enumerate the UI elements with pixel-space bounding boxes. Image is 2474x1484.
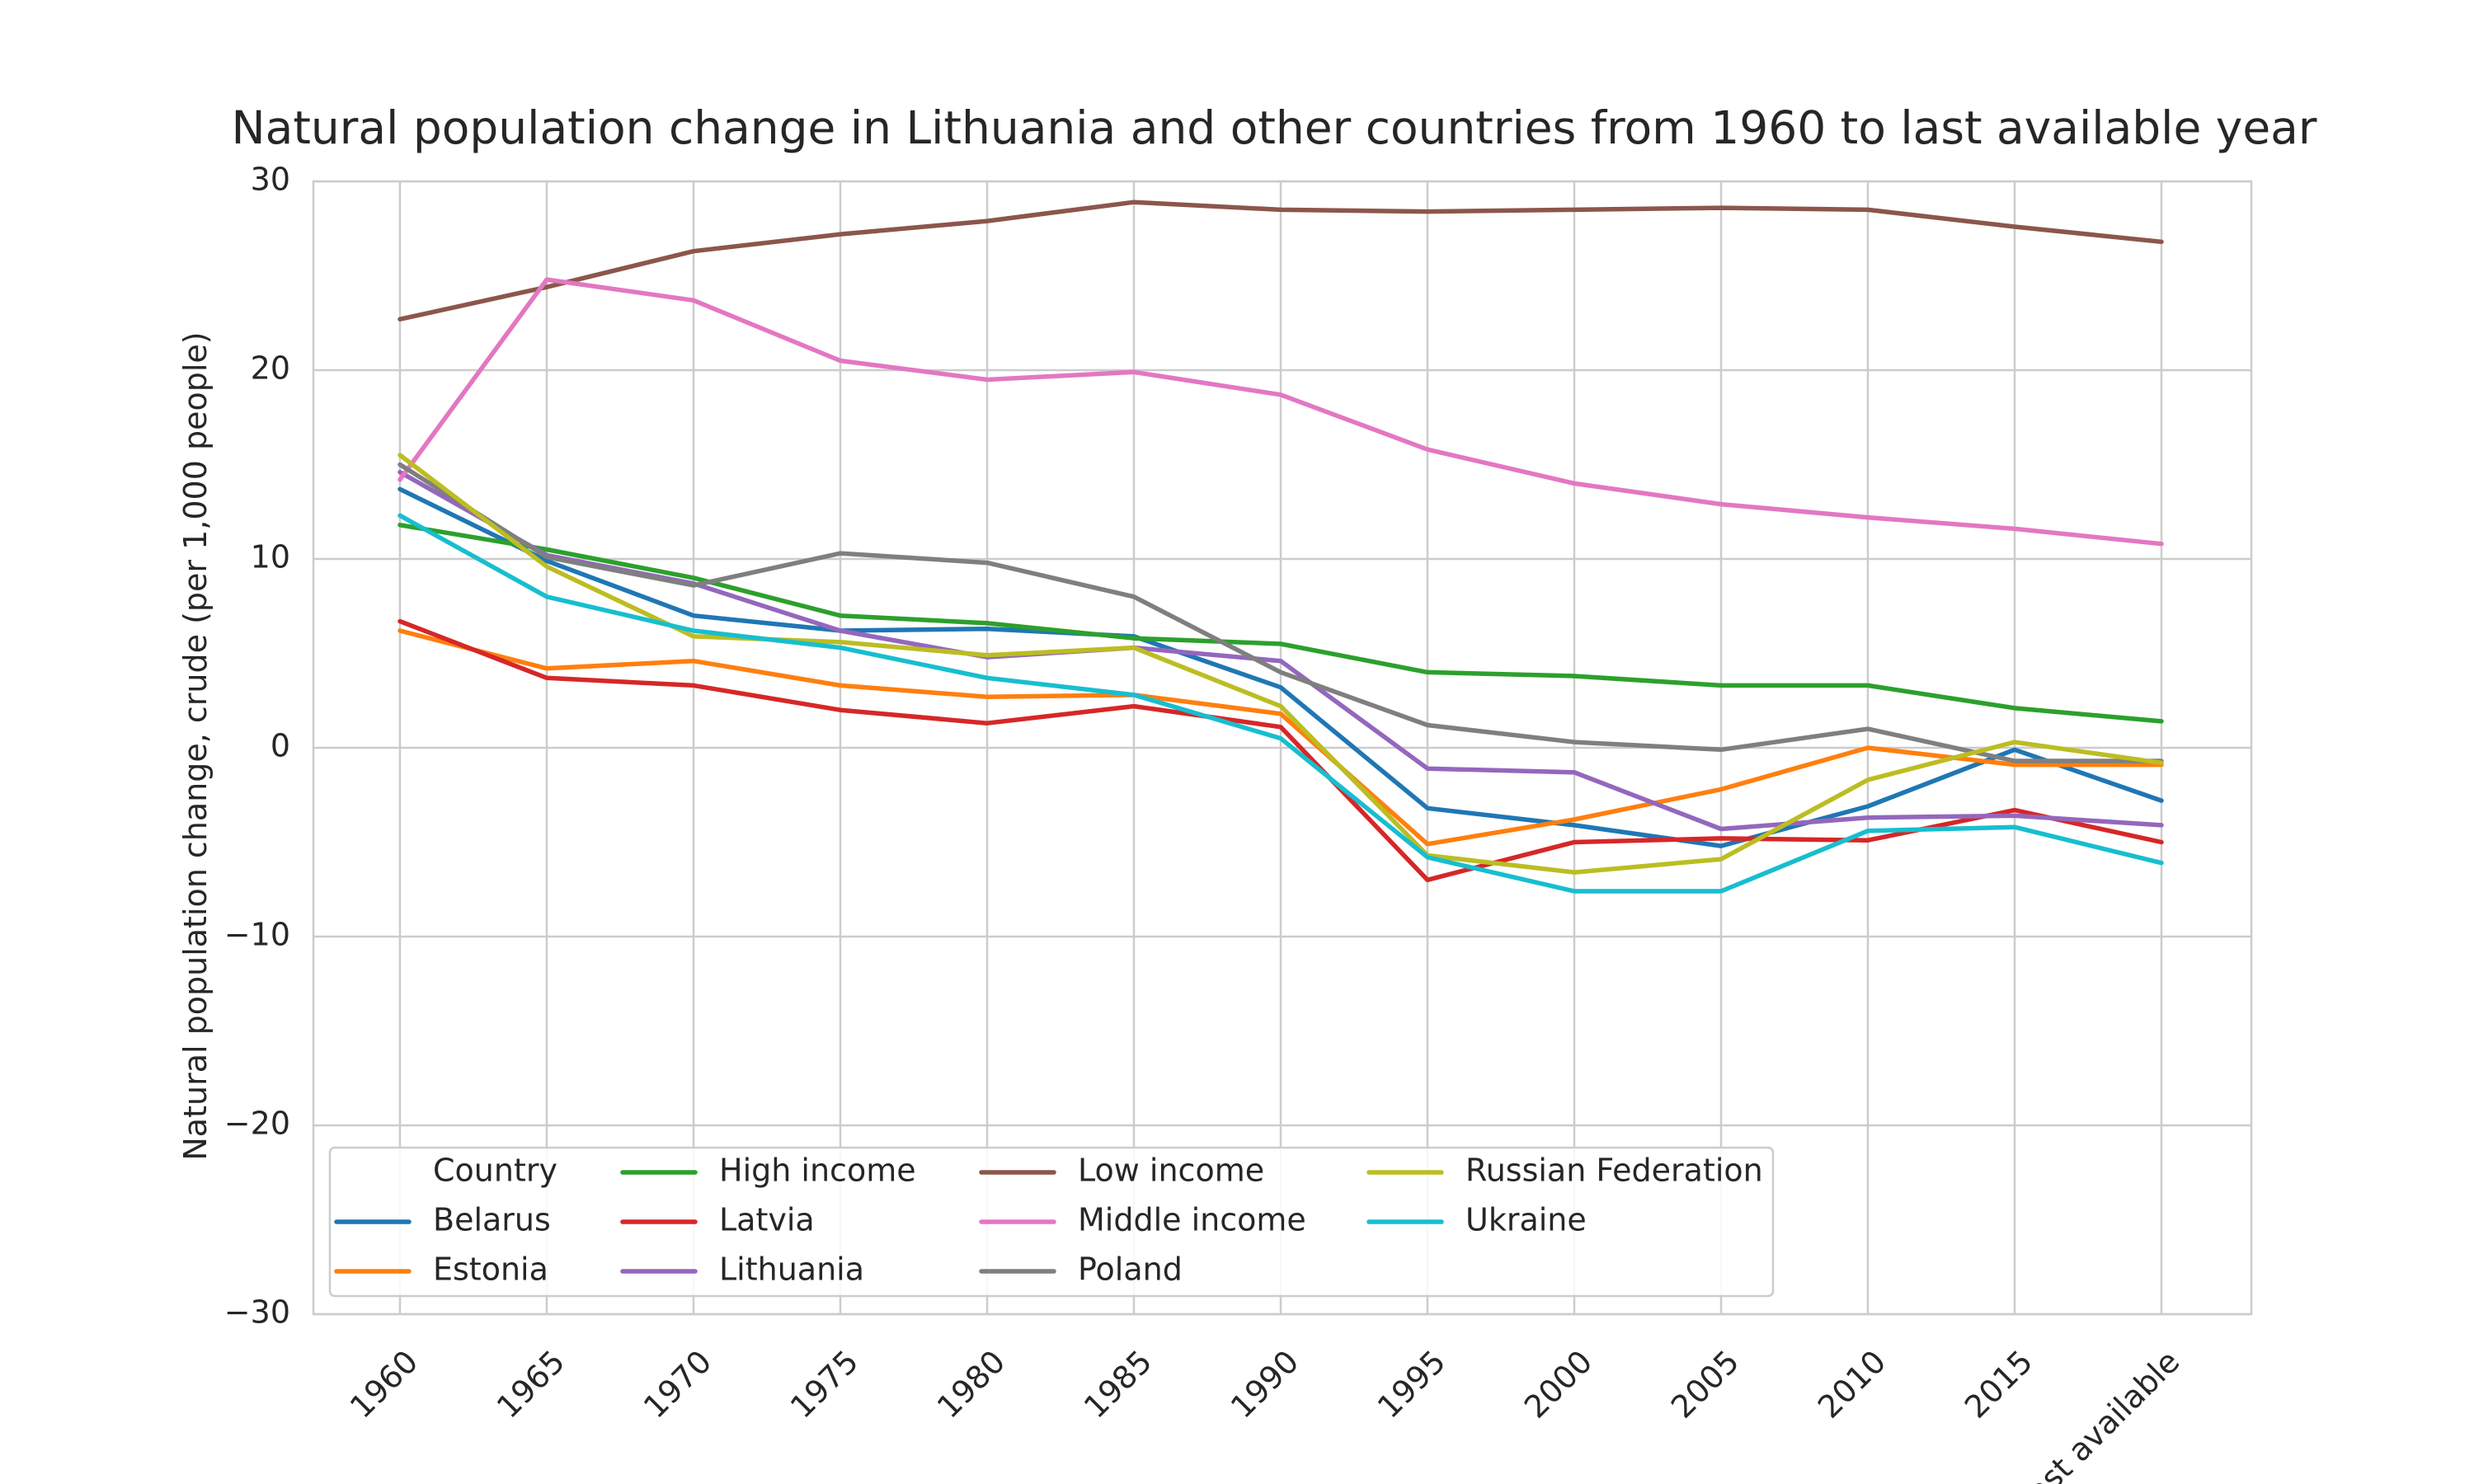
x-tick-label: 2000: [1517, 1343, 1600, 1425]
plot-frame: [312, 180, 2253, 1316]
chart-title: Natural population change in Lithuania a…: [231, 101, 2316, 154]
legend-label-lithuania: Lithuania: [719, 1252, 864, 1288]
series-line-russian-federation: [397, 453, 2164, 875]
series-line-poland: [397, 462, 2164, 763]
series-line-estonia: [397, 628, 2164, 847]
x-tick-label: 2015: [1958, 1343, 2040, 1425]
x-tick-label: 1960: [343, 1343, 426, 1425]
legend-label-poland: Poland: [1078, 1252, 1183, 1288]
series-line-ukraine: [397, 513, 2164, 894]
x-tick-label: 1995: [1371, 1343, 1453, 1425]
legend-label-estonia: Estonia: [433, 1252, 548, 1288]
legend-label-latvia: Latvia: [719, 1202, 815, 1238]
series-line-latvia: [397, 618, 2164, 883]
legend-entries: Belarus Estonia High income Latvia Lithuania…: [334, 1153, 1763, 1288]
y-tick-label: −20: [224, 1106, 290, 1142]
series-line-high-income: [397, 523, 2164, 724]
series-line-middle-income: [397, 277, 2164, 547]
y-tick-label: −10: [224, 917, 290, 953]
legend: Country Belarus Estonia High income Latvia L…: [328, 1146, 1775, 1298]
legend-label-ukraine: Ukraine: [1465, 1202, 1587, 1238]
y-axis-label: Natural population change, crude (per 1,…: [177, 331, 214, 1160]
series-lines: [397, 200, 2164, 894]
x-tick-label: 2010: [1811, 1343, 1893, 1425]
y-tick-labels: 30 20 10 0 −10 −20 −30: [224, 162, 290, 1331]
legend-label-belarus: Belarus: [433, 1202, 551, 1238]
legend-label-russian-federation: Russian Federation: [1465, 1153, 1763, 1189]
x-tick-label: 1980: [930, 1343, 1013, 1425]
series-line-low-income: [397, 200, 2164, 322]
legend-label-low-income: Low income: [1078, 1153, 1264, 1189]
series-line-belarus: [397, 486, 2164, 848]
y-tick-label: 10: [251, 539, 290, 575]
y-tick-label: 0: [270, 728, 290, 764]
legend-label-middle-income: Middle income: [1078, 1202, 1306, 1238]
x-tick-label: 1970: [637, 1343, 719, 1425]
x-tick-label: 2005: [1664, 1343, 1747, 1425]
legend-label-high-income: High income: [719, 1153, 916, 1189]
x-tick-label: 1985: [1077, 1343, 1159, 1425]
legend-title: Country: [433, 1153, 557, 1189]
x-tick-label: 1990: [1224, 1343, 1306, 1425]
x-tick-labels: 1960 1965 1970 1975 1980 1985 1990 1995 2000 2005…: [343, 1343, 2187, 1484]
y-tick-label: 20: [251, 350, 290, 387]
x-tick-label: 1975: [783, 1343, 866, 1425]
y-tick-label: 30: [251, 162, 290, 198]
x-tick-label: 1965: [490, 1343, 572, 1425]
y-tick-label: −30: [224, 1294, 290, 1331]
